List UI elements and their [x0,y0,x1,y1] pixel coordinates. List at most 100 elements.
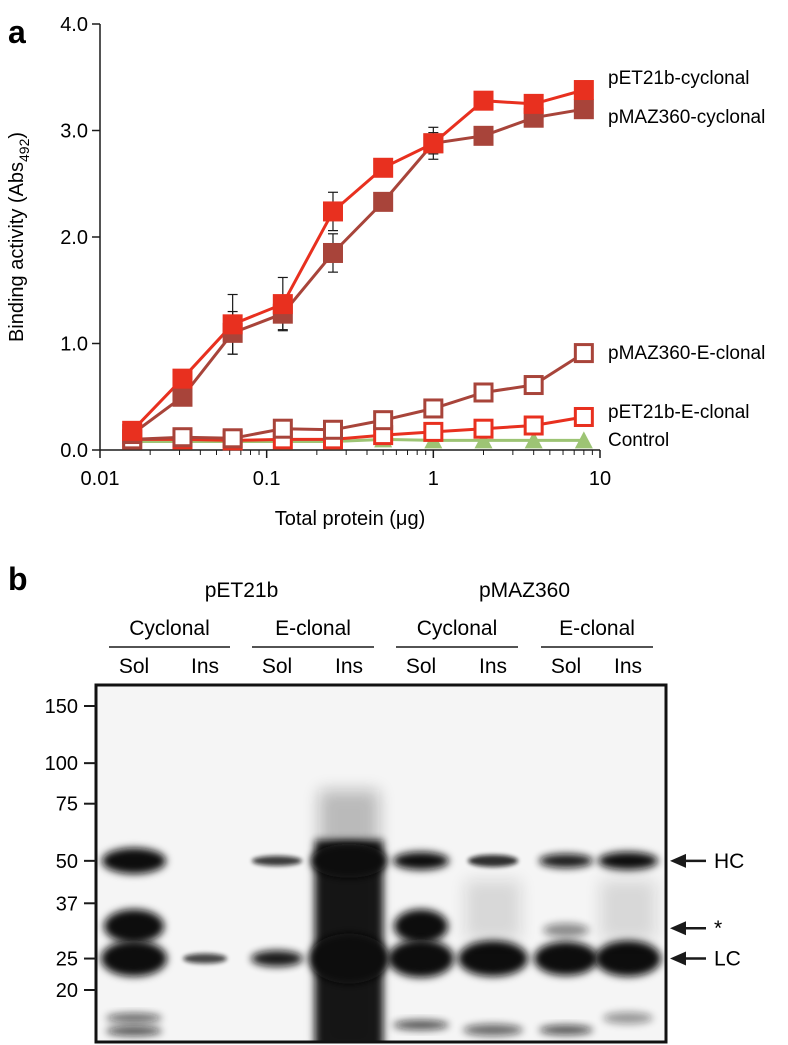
data-point [524,431,543,449]
data-point [373,157,394,178]
blot-band [183,953,227,964]
series-label: pET21b-E-clonal [608,402,750,423]
blot-band [101,940,167,977]
x-ticks: 0.01 0.1 1 10 [81,450,611,490]
data-point [423,398,444,419]
mw-label: 20 [56,980,78,1002]
arrow-head [670,951,686,966]
y-axis-title: Binding activity (Abs492) [6,132,32,342]
data-point [322,419,343,440]
lane-label: Sol [119,655,149,678]
blot-band [543,923,589,938]
panel-b-label: b [8,561,28,597]
series-labels: pET21b-cyclonal pMAZ360-cyclonal pMAZ360-E… [608,68,765,451]
western-blot [94,683,668,1044]
mw-label: 75 [56,794,78,816]
x-axis-title: Total protein (μg) [275,508,426,530]
series-label: pMAZ360-E-clonal [608,343,765,364]
series-line [132,351,585,441]
blot-band [539,1025,593,1035]
data-point [573,406,594,427]
blot-band [252,855,302,866]
series-markers [122,80,594,451]
subgroup-label: Cyclonal [417,617,498,640]
blot-band [394,909,448,944]
series-label: pMAZ360-cyclonal [608,107,765,128]
data-point [322,242,343,263]
data-point [373,410,394,431]
blot-frame [94,683,668,1044]
blot-band [603,1012,653,1024]
series-line [131,88,585,432]
data-point [423,421,444,442]
data-point [172,386,193,407]
data-point [122,420,143,441]
data-point [322,201,343,222]
data-point [423,133,444,154]
mw-label: 100 [45,753,78,775]
data-point [222,428,243,449]
subgroup-label: E-clonal [559,617,635,640]
data-point [172,368,193,389]
data-point [523,375,544,396]
mw-label: 50 [56,851,78,873]
data-point [473,125,494,146]
blot-bands [101,790,661,1042]
error-bars [227,126,439,355]
y-tick-label: 3.0 [60,121,88,143]
blot-band [468,854,518,867]
series-line [131,107,585,436]
blot-smear [465,880,521,940]
y-tick-label: 1.0 [60,334,88,356]
blot-band [595,940,661,977]
data-point [523,93,544,114]
arrow-label: HC [714,850,744,873]
subgroup-label: E-clonal [275,617,351,640]
data-point [573,80,594,101]
blot-band [106,1013,162,1023]
blot-header: Cyclonal Sol Ins E-clonal Sol Ins pET21b Cyclon… [109,579,653,678]
y-tick-label: 0.0 [60,440,88,462]
mw-label: 150 [45,696,78,718]
series-label: Control [608,430,669,451]
lane-label: Ins [614,655,642,678]
lane-label: Sol [406,655,436,678]
blot-band [104,909,164,944]
data-point [172,427,193,448]
blot-smear [600,880,656,940]
x-tick-label: 0.01 [81,468,120,490]
x-tick-label: 0.1 [253,468,281,490]
arrow-head [670,921,686,936]
subgroup-label: Cyclonal [129,617,210,640]
data-point [373,191,394,212]
lane-label: Sol [551,655,581,678]
mw-label: 37 [56,893,78,915]
data-point [473,418,494,439]
blot-band [393,1020,449,1030]
blot-band [458,940,528,977]
group-label: pET21b [205,579,279,602]
series-line [132,437,584,443]
blot-band [598,851,658,870]
blot-band [311,843,387,878]
data-point [272,418,293,439]
blot-band [534,941,598,976]
y-tick-label: 2.0 [60,227,88,249]
x-tick-label: 1 [428,468,439,490]
blot-band [251,950,303,967]
band-arrows: HC * LC [670,850,744,971]
group-label: pMAZ360 [479,579,570,602]
series-line [132,415,585,442]
x-tick-label: 10 [589,468,611,490]
data-point [272,294,293,315]
data-point [574,431,593,449]
blot-band [102,847,166,874]
lane-label: Ins [335,655,363,678]
blot-band [388,939,454,978]
data-point [523,415,544,436]
panel-a-label: a [8,14,26,50]
data-point [473,90,494,111]
series-lines [131,88,585,443]
arrow-label: * [714,917,722,940]
